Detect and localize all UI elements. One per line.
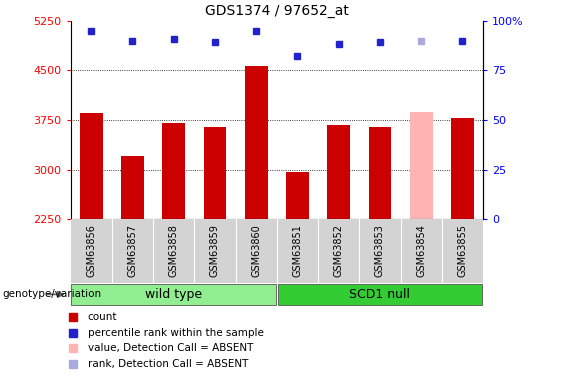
Bar xyxy=(286,172,309,219)
Bar xyxy=(245,66,268,219)
Text: GSM63854: GSM63854 xyxy=(416,225,426,278)
Text: GSM63859: GSM63859 xyxy=(210,225,220,278)
Text: percentile rank within the sample: percentile rank within the sample xyxy=(88,328,263,338)
Text: rank, Detection Call = ABSENT: rank, Detection Call = ABSENT xyxy=(88,359,248,369)
Text: GSM63851: GSM63851 xyxy=(293,225,302,278)
Bar xyxy=(203,127,227,219)
Text: GSM63853: GSM63853 xyxy=(375,225,385,278)
Text: GSM63858: GSM63858 xyxy=(169,225,179,278)
Text: genotype/variation: genotype/variation xyxy=(3,290,102,299)
Title: GDS1374 / 97652_at: GDS1374 / 97652_at xyxy=(205,4,349,18)
Text: SCD1 null: SCD1 null xyxy=(350,288,410,301)
Bar xyxy=(80,113,103,219)
Text: GSM63856: GSM63856 xyxy=(86,225,96,278)
Text: value, Detection Call = ABSENT: value, Detection Call = ABSENT xyxy=(88,344,253,353)
Bar xyxy=(71,284,276,304)
Bar xyxy=(410,112,433,219)
Text: GSM63855: GSM63855 xyxy=(458,225,467,278)
Bar xyxy=(368,127,392,219)
Text: GSM63860: GSM63860 xyxy=(251,225,261,277)
Bar xyxy=(121,156,144,219)
Bar xyxy=(277,284,483,304)
Text: count: count xyxy=(88,312,117,322)
Text: GSM63852: GSM63852 xyxy=(334,225,344,278)
Text: wild type: wild type xyxy=(145,288,202,301)
Bar xyxy=(162,123,185,219)
Text: GSM63857: GSM63857 xyxy=(128,225,137,278)
Bar xyxy=(327,124,350,219)
Bar xyxy=(451,118,474,219)
